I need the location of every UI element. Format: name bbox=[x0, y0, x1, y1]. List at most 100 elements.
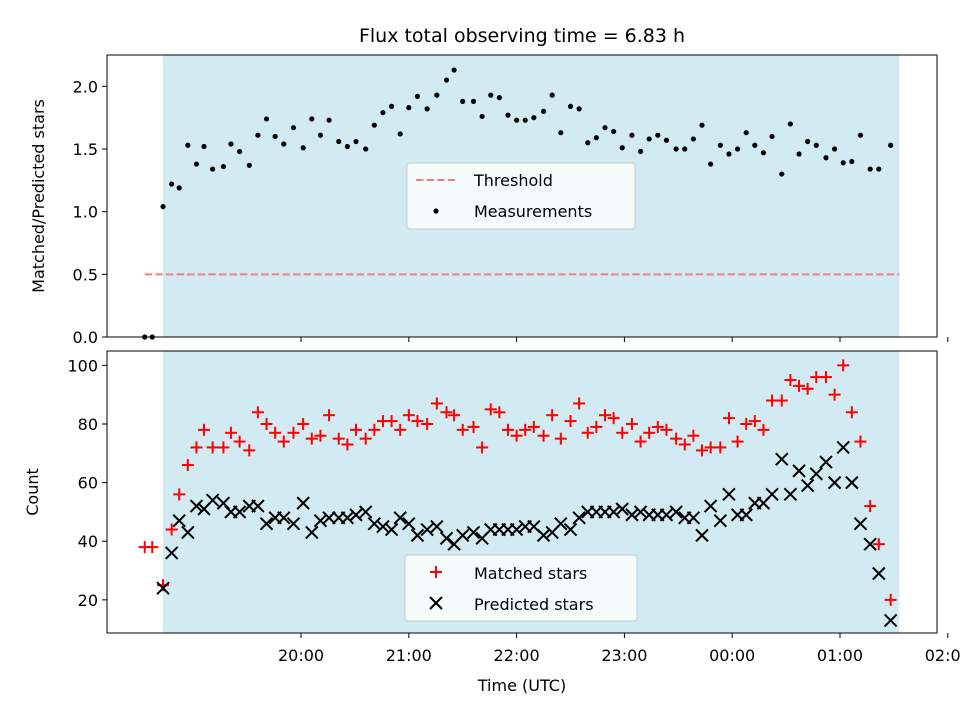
measurement-point bbox=[831, 146, 838, 152]
predicted-star-point bbox=[863, 537, 877, 551]
matched-star-point bbox=[243, 444, 256, 457]
bottom-legend-box bbox=[404, 554, 638, 622]
predicted-star-point bbox=[883, 613, 898, 628]
matched-star-point bbox=[484, 403, 497, 416]
top-y-axis-label: Matched/Predicted stars bbox=[29, 99, 48, 293]
measurement-point bbox=[717, 142, 723, 148]
matched-star-point bbox=[590, 420, 603, 433]
matched-star-point bbox=[476, 441, 489, 454]
matched-star-point bbox=[740, 417, 753, 430]
legend-matched-label: Matched stars bbox=[474, 564, 587, 583]
measurement-point bbox=[406, 105, 412, 111]
measurement-point bbox=[397, 131, 403, 137]
matched-star-point bbox=[430, 397, 443, 410]
matched-star-point bbox=[501, 423, 514, 436]
predicted-star-point bbox=[349, 508, 363, 522]
matched-star-point bbox=[554, 432, 567, 445]
measurement-point bbox=[849, 158, 855, 165]
matched-star-point bbox=[394, 423, 407, 436]
measurement-point bbox=[220, 163, 227, 170]
measurement-point bbox=[585, 140, 591, 146]
predicted-star-point bbox=[376, 519, 390, 534]
measurement-point bbox=[857, 132, 864, 138]
measurement-point bbox=[876, 166, 882, 172]
measurement-point bbox=[787, 121, 794, 127]
legend-predicted-swatch bbox=[429, 596, 443, 610]
measurement-point bbox=[779, 171, 785, 177]
matched-star-point bbox=[864, 500, 877, 513]
matched-star-point bbox=[332, 432, 345, 445]
measurement-point bbox=[434, 92, 440, 98]
predicted-star-point bbox=[845, 475, 859, 490]
matched-star-point bbox=[198, 423, 211, 436]
predicted-star-point bbox=[384, 522, 399, 537]
measurement-point bbox=[281, 141, 287, 147]
predicted-star-point bbox=[606, 505, 621, 519]
bottom-points bbox=[138, 359, 898, 628]
matched-star-point bbox=[350, 423, 362, 436]
legend-threshold-label: Threshold bbox=[473, 171, 553, 190]
matched-star-point bbox=[165, 523, 178, 536]
predicted-star-point bbox=[286, 516, 301, 531]
measurement-point bbox=[514, 117, 520, 123]
matched-star-point bbox=[678, 438, 691, 451]
matched-star-point bbox=[368, 423, 381, 436]
measurement-point bbox=[255, 132, 261, 138]
matched-star-point bbox=[277, 435, 290, 448]
predicted-star-point bbox=[713, 514, 728, 528]
predicted-star-point bbox=[695, 528, 709, 543]
matched-star-point bbox=[314, 429, 327, 442]
x-tick-label: 23:00 bbox=[601, 646, 647, 665]
measurement-point bbox=[326, 117, 332, 123]
matched-star-point bbox=[884, 593, 897, 606]
matched-star-point bbox=[837, 359, 850, 372]
figure-title: Flux total observing time = 6.83 h bbox=[359, 25, 685, 47]
measurement-point bbox=[185, 142, 191, 148]
matched-star-point bbox=[819, 371, 832, 384]
measurement-point bbox=[734, 146, 741, 152]
matched-star-point bbox=[233, 435, 246, 448]
measurement-point bbox=[813, 142, 819, 148]
measurement-point bbox=[228, 141, 234, 147]
bottom-y-tick-label: 20 bbox=[78, 591, 98, 610]
legend-predicted-label: Predicted stars bbox=[474, 595, 594, 614]
predicted-star-point bbox=[827, 475, 842, 490]
measurement-point bbox=[236, 148, 243, 155]
predicted-star-point bbox=[572, 511, 586, 525]
predicted-star-point bbox=[800, 478, 815, 493]
top-panel: 0.00.51.01.52.0 Matched/Predicted stars … bbox=[29, 54, 949, 347]
matched-star-point bbox=[581, 426, 594, 439]
matched-star-point bbox=[537, 429, 550, 442]
predicted-star-point bbox=[765, 487, 779, 502]
predicted-star-point bbox=[466, 525, 481, 540]
matched-star-point bbox=[757, 423, 770, 436]
bottom-axes-frame bbox=[106, 350, 938, 634]
legend-measurements-swatch bbox=[433, 208, 439, 214]
matched-star-point bbox=[173, 488, 186, 501]
predicted-star-point bbox=[853, 516, 868, 531]
measurement-point bbox=[505, 112, 511, 118]
predicted-star-point bbox=[410, 528, 425, 543]
measurement-point bbox=[611, 128, 617, 135]
measurement-point bbox=[699, 122, 705, 128]
matched-star-point bbox=[854, 435, 867, 448]
bottom-y-tick-label: 100 bbox=[67, 356, 98, 375]
measurement-point bbox=[160, 204, 166, 210]
matched-star-point bbox=[269, 426, 282, 439]
predicted-star-point bbox=[615, 502, 629, 516]
predicted-star-point bbox=[819, 455, 833, 469]
predicted-star-point bbox=[189, 499, 204, 513]
matched-star-point bbox=[573, 397, 586, 410]
top-y-tick-label: 0.5 bbox=[73, 265, 98, 284]
predicted-star-point bbox=[836, 440, 850, 455]
predicted-star-point bbox=[251, 499, 265, 513]
matched-star-point bbox=[748, 415, 761, 428]
x-tick-label: 01:00 bbox=[817, 646, 863, 665]
top-legend-box bbox=[406, 162, 636, 230]
matched-star-point bbox=[660, 423, 673, 436]
matched-star-point bbox=[359, 432, 372, 445]
bottom-y-axis-label: Count bbox=[23, 468, 42, 516]
measurement-point bbox=[682, 146, 688, 152]
measurement-point bbox=[629, 132, 635, 138]
predicted-star-point bbox=[633, 505, 648, 519]
